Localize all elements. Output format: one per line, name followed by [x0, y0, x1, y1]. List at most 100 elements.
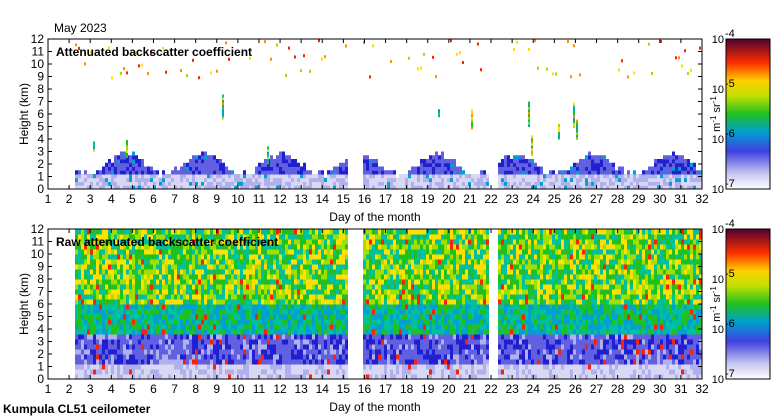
x-tick-label: 8 [192, 382, 199, 396]
x-tick-label: 29 [632, 382, 646, 396]
x-tick-label: 3 [87, 192, 94, 206]
y-tick-label: 10 [31, 57, 45, 71]
colorbar-unit: m-1 sr-1 [709, 286, 724, 322]
y-tick-label: 3 [37, 145, 44, 159]
y-tick-label: 10 [31, 247, 45, 261]
x-tick-label: 16 [358, 192, 372, 206]
colorbar-tick-exponent: -5 [725, 78, 735, 90]
x-tick-label: 31 [674, 382, 688, 396]
colorbar-gradient [725, 38, 771, 190]
y-axis-title: Height (km) [17, 273, 31, 335]
x-tick-label: 15 [337, 382, 351, 396]
x-tick-label: 19 [421, 192, 435, 206]
colorbar-tick-label: 10 [712, 134, 724, 146]
y-tick-label: 8 [37, 82, 44, 96]
colorbar-tick-exponent: -7 [725, 368, 735, 380]
colorbar-tick-exponent: -6 [725, 128, 735, 140]
x-tick-label: 22 [484, 192, 498, 206]
x-tick-label: 25 [548, 192, 562, 206]
x-tick-label: 20 [442, 382, 456, 396]
y-tick-label: 8 [37, 272, 44, 286]
x-tick-label: 4 [108, 382, 115, 396]
y-tick-label: 7 [37, 285, 44, 299]
heatmap-image [75, 39, 702, 189]
colorbar-tick-exponent: -7 [725, 178, 735, 190]
x-tick-label: 6 [150, 382, 157, 396]
x-tick-label: 20 [442, 192, 456, 206]
x-tick-label: 21 [463, 192, 477, 206]
x-tick-label: 10 [231, 192, 245, 206]
x-tick-label: 1 [45, 192, 52, 206]
x-tick-label: 29 [632, 192, 646, 206]
x-axis-title: Day of the month [329, 400, 420, 414]
y-tick-label: 12 [31, 222, 45, 236]
x-tick-label: 14 [316, 192, 330, 206]
y-tick-label: 5 [37, 310, 44, 324]
x-tick-label: 21 [463, 382, 477, 396]
x-tick-label: 16 [358, 382, 372, 396]
x-tick-label: 27 [590, 192, 604, 206]
x-tick-label: 22 [484, 382, 498, 396]
colorbar-tick-label: 10 [712, 184, 724, 196]
x-tick-label: 32 [695, 192, 709, 206]
y-tick-label: 0 [37, 372, 44, 386]
x-tick-label: 11 [253, 192, 266, 206]
x-tick-label: 9 [213, 192, 220, 206]
x-tick-label: 19 [421, 382, 435, 396]
x-tick-label: 30 [653, 382, 667, 396]
heatmap-image [75, 229, 702, 379]
x-tick-label: 15 [337, 192, 351, 206]
colorbar: 10-710-610-510 -4m-1 sr-1 [709, 218, 771, 386]
x-tick-label: 27 [590, 382, 604, 396]
y-tick-label: 9 [37, 260, 44, 274]
colorbar-tick-label: 10 [712, 374, 724, 386]
y-tick-label: 2 [37, 157, 44, 171]
colorbar-tick-exponent: -4 [725, 28, 735, 40]
colorbar: 10-710-610-510 -4m-1 sr-1 [709, 28, 771, 196]
y-tick-label: 1 [37, 360, 44, 374]
x-tick-label: 7 [171, 382, 178, 396]
x-tick-label: 23 [505, 192, 519, 206]
x-tick-label: 24 [527, 192, 541, 206]
x-tick-label: 30 [653, 192, 667, 206]
x-tick-label: 26 [569, 382, 583, 396]
x-tick-label: 11 [253, 382, 266, 396]
colorbar-tick-label: 10 [712, 84, 724, 96]
y-tick-label: 11 [32, 45, 45, 59]
y-tick-label: 11 [32, 235, 45, 249]
x-tick-label: 7 [171, 192, 178, 206]
x-tick-label: 2 [66, 192, 73, 206]
x-tick-label: 8 [192, 192, 199, 206]
x-tick-label: 24 [527, 382, 541, 396]
page-header: May 2023 [54, 21, 107, 35]
x-tick-label: 26 [569, 192, 583, 206]
y-axis-title: Height (km) [17, 83, 31, 145]
x-tick-label: 13 [294, 382, 308, 396]
x-tick-label: 17 [379, 382, 393, 396]
colorbar-tick-label: 10 [712, 324, 724, 336]
x-tick-label: 18 [400, 382, 414, 396]
y-tick-label: 7 [37, 95, 44, 109]
x-tick-label: 6 [150, 192, 157, 206]
y-tick-label: 4 [37, 132, 44, 146]
x-tick-label: 9 [213, 382, 220, 396]
colorbar-tick-label: 10 [712, 224, 724, 236]
y-tick-label: 6 [37, 107, 44, 121]
colorbar-tick-exponent: -5 [725, 268, 735, 280]
x-tick-label: 3 [87, 382, 94, 396]
x-tick-label: 5 [129, 382, 136, 396]
y-tick-label: 3 [37, 335, 44, 349]
colorbar-tick-exponent: -4 [725, 218, 735, 230]
y-tick-label: 1 [37, 170, 44, 184]
instrument-label: Kumpula CL51 ceilometer [3, 402, 151, 416]
x-axis-title: Day of the month [329, 210, 420, 224]
y-tick-label: 4 [37, 322, 44, 336]
x-tick-label: 14 [316, 382, 330, 396]
y-tick-label: 2 [37, 347, 44, 361]
y-tick-label: 0 [37, 182, 44, 196]
x-tick-label: 2 [66, 382, 73, 396]
x-tick-label: 28 [611, 382, 625, 396]
